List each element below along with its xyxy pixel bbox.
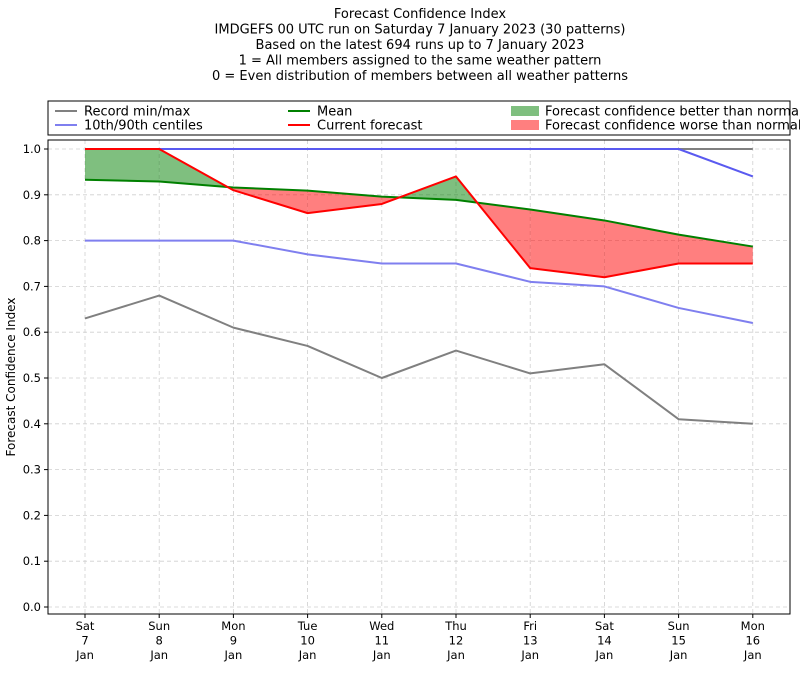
x-tick-label-1-2: Jan xyxy=(149,648,168,662)
series-lines xyxy=(84,148,754,425)
x-tick-label-4-0: Wed xyxy=(369,619,394,633)
legend-worse-swatch xyxy=(511,120,539,130)
x-tick-label-7-2: Jan xyxy=(595,648,614,662)
y-axis-label: Forecast Confidence Index xyxy=(4,298,18,457)
x-tick-label-9-1: 16 xyxy=(745,634,760,648)
title-line-1: IMDGEFS 00 UTC run on Saturday 7 January… xyxy=(215,23,626,38)
series-current-line xyxy=(85,148,753,279)
legend-centiles-label: 10th/90th centiles xyxy=(84,119,203,134)
x-tick-label-7-1: 14 xyxy=(597,634,612,648)
y-tick-label-10: 1.0 xyxy=(23,142,41,156)
x-tick-label-9-0: Mon xyxy=(741,619,765,633)
x-tick-label-8-1: 15 xyxy=(671,634,686,648)
legend-better-swatch xyxy=(511,106,539,116)
y-tick-label-8: 0.8 xyxy=(23,234,41,248)
x-tick-label-2-1: 9 xyxy=(230,634,237,648)
x-tick-label-0-1: 7 xyxy=(81,634,88,648)
gridlines xyxy=(48,140,790,614)
x-tick-label-5-0: Thu xyxy=(444,619,467,633)
fill-worse-10 xyxy=(604,220,679,278)
x-tick-label-3-1: 10 xyxy=(300,634,315,648)
x-axis-ticks: Sat7JanSun8JanMon9JanTue10JanWed11JanThu… xyxy=(75,614,765,662)
series-p10-line xyxy=(85,239,753,325)
x-tick-label-4-1: 11 xyxy=(374,634,389,648)
x-tick-label-2-0: Mon xyxy=(221,619,245,633)
x-tick-label-8-2: Jan xyxy=(669,648,688,662)
legend-record-label: Record min/max xyxy=(84,105,191,120)
x-tick-label-2-2: Jan xyxy=(224,648,243,662)
legend-current-label: Current forecast xyxy=(317,119,423,134)
x-tick-label-5-1: 12 xyxy=(449,634,464,648)
x-tick-label-3-0: Tue xyxy=(297,619,318,633)
y-tick-label-3: 0.3 xyxy=(23,463,41,477)
series-record-min-line xyxy=(84,294,753,425)
y-tick-label-1: 0.1 xyxy=(23,554,41,568)
x-tick-label-0-0: Sat xyxy=(76,619,95,633)
x-tick-label-9-2: Jan xyxy=(743,648,762,662)
x-tick-label-4-2: Jan xyxy=(372,648,391,662)
plot-frame xyxy=(47,139,791,615)
legend-mean-label: Mean xyxy=(317,105,352,120)
title-line-3: 1 = All members assigned to the same wea… xyxy=(239,54,602,69)
title-line-2: Based on the latest 694 runs up to 7 Jan… xyxy=(256,38,585,53)
y-tick-label-4: 0.4 xyxy=(23,417,41,431)
y-tick-label-9: 0.9 xyxy=(23,188,41,202)
fill-worse-9 xyxy=(530,209,605,278)
x-tick-label-8-0: Sun xyxy=(668,619,690,633)
y-tick-label-6: 0.6 xyxy=(23,325,41,339)
x-tick-label-6-0: Fri xyxy=(523,619,537,633)
x-tick-label-5-2: Jan xyxy=(446,648,465,662)
y-axis-ticks: 0.0 0.1 0.2 0.3 0.4 0.5 0.6 0.7 0.8 0.9 1.0 xyxy=(23,142,48,614)
y-tick-label-0: 0.0 xyxy=(23,600,41,614)
legend-better-label: Forecast confidence better than normal xyxy=(545,105,800,120)
y-tick-label-5: 0.5 xyxy=(23,371,41,385)
fill-worse-4 xyxy=(307,190,382,214)
y-tick-label-2: 0.2 xyxy=(23,508,41,522)
x-tick-label-3-2: Jan xyxy=(298,648,317,662)
series-mean-line xyxy=(84,178,753,248)
x-tick-label-1-0: Sun xyxy=(148,619,170,633)
x-tick-label-7-0: Sat xyxy=(595,619,614,633)
legend-frame xyxy=(47,100,791,136)
series-p90-line xyxy=(85,148,754,178)
title-line-4: 0 = Even distribution of members between… xyxy=(212,69,628,84)
confidence-fills xyxy=(85,149,753,278)
x-tick-label-6-1: 13 xyxy=(523,634,538,648)
x-tick-label-1-1: 8 xyxy=(156,634,163,648)
x-tick-label-6-2: Jan xyxy=(520,648,539,662)
x-tick-label-0-2: Jan xyxy=(75,648,94,662)
title-line-0: Forecast Confidence Index xyxy=(334,7,506,22)
legend-worse-label: Forecast confidence worse than normal xyxy=(545,119,800,134)
fill-worse-11 xyxy=(678,234,753,264)
y-tick-label-7: 0.7 xyxy=(23,279,41,293)
fill-better-0 xyxy=(85,149,160,182)
